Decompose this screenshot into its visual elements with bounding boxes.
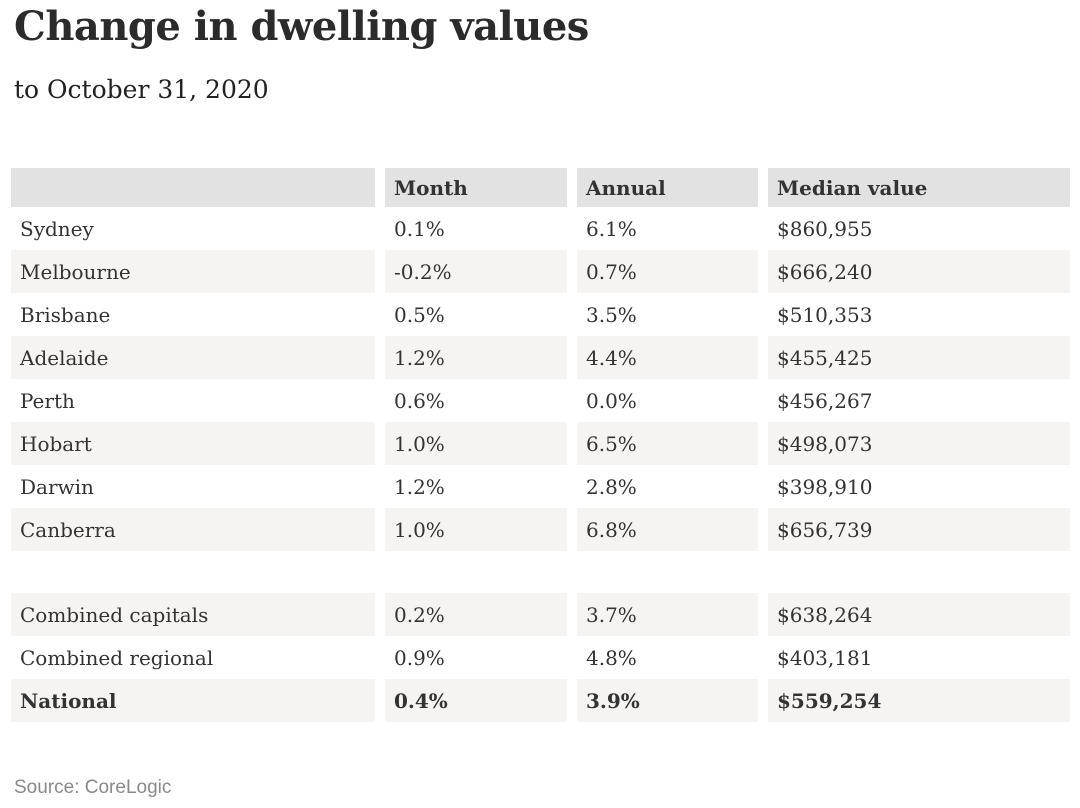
month-cell: 0.1% (394, 216, 445, 241)
month-cell: 1.0% (385, 508, 567, 551)
median-cell: $403,181 (777, 645, 873, 670)
annual-cell: 2.8% (586, 474, 637, 499)
month-cell: 1.0% (385, 422, 567, 465)
header-cell-median-value: Median value (768, 168, 1070, 207)
table-row-melbourne: Melbourne -0.2% 0.7% $666,240 (11, 250, 1070, 293)
month-cell: 0.6% (394, 388, 445, 413)
annual-cell: 3.5% (586, 302, 637, 327)
month-cell: -0.2% (385, 250, 567, 293)
source-note: Source: CoreLogic (14, 777, 172, 798)
header-cell-annual: Annual (577, 168, 758, 207)
month-cell: 0.9% (394, 645, 445, 670)
table-row-hobart: Hobart 1.0% 6.5% $498,073 (11, 422, 1070, 465)
annual-cell: 4.4% (577, 336, 758, 379)
median-cell: $398,910 (777, 474, 873, 499)
annual-cell: 3.9% (577, 679, 758, 722)
row-label: Combined regional (20, 645, 214, 670)
row-label: Canberra (11, 508, 375, 551)
median-cell: $666,240 (768, 250, 1070, 293)
page-subtitle: to October 31, 2020 (14, 75, 269, 104)
table-row-combined-capitals: Combined capitals 0.2% 3.7% $638,264 (11, 593, 1070, 636)
table-row-combined-regional: Combined regional 0.9% 4.8% $403,181 (11, 636, 1070, 679)
median-cell: $860,955 (777, 216, 873, 241)
table-row-canberra: Canberra 1.0% 6.8% $656,739 (11, 508, 1070, 551)
table-row-perth: Perth 0.6% 0.0% $456,267 (11, 379, 1070, 422)
row-label: Adelaide (11, 336, 375, 379)
month-cell: 0.2% (385, 593, 567, 636)
row-label: Sydney (20, 216, 94, 241)
month-cell: 1.2% (394, 474, 445, 499)
row-label: Brisbane (20, 302, 111, 327)
row-label: Melbourne (11, 250, 375, 293)
row-label: National (11, 679, 375, 722)
table-row-darwin: Darwin 1.2% 2.8% $398,910 (11, 465, 1070, 508)
row-label: Darwin (20, 474, 94, 499)
header-cell-blank (11, 168, 375, 207)
month-cell: 0.5% (394, 302, 445, 327)
annual-cell: 6.5% (577, 422, 758, 465)
row-label: Combined capitals (11, 593, 375, 636)
month-cell: 0.4% (385, 679, 567, 722)
median-cell: $638,264 (768, 593, 1070, 636)
median-cell: $510,353 (777, 302, 873, 327)
row-label: Perth (20, 388, 75, 413)
dwelling-values-table: Month Annual Median value Sydney 0.1% 6.… (11, 168, 1070, 722)
table-row-brisbane: Brisbane 0.5% 3.5% $510,353 (11, 293, 1070, 336)
month-cell: 1.2% (385, 336, 567, 379)
row-label: Hobart (11, 422, 375, 465)
annual-cell: 0.7% (577, 250, 758, 293)
table-row-sydney: Sydney 0.1% 6.1% $860,955 (11, 207, 1070, 250)
annual-cell: 3.7% (577, 593, 758, 636)
annual-cell: 6.8% (577, 508, 758, 551)
annual-cell: 4.8% (586, 645, 637, 670)
median-cell: $559,254 (768, 679, 1070, 722)
table-header-row: Month Annual Median value (11, 168, 1070, 207)
header-cell-month: Month (385, 168, 567, 207)
table-row-national: National 0.4% 3.9% $559,254 (11, 679, 1070, 722)
median-cell: $456,267 (777, 388, 873, 413)
median-cell: $656,739 (768, 508, 1070, 551)
page-title: Change in dwelling values (14, 3, 589, 50)
median-cell: $455,425 (768, 336, 1070, 379)
median-cell: $498,073 (768, 422, 1070, 465)
annual-cell: 0.0% (586, 388, 637, 413)
annual-cell: 6.1% (586, 216, 637, 241)
table-group-spacer (11, 551, 1070, 593)
table-row-adelaide: Adelaide 1.2% 4.4% $455,425 (11, 336, 1070, 379)
